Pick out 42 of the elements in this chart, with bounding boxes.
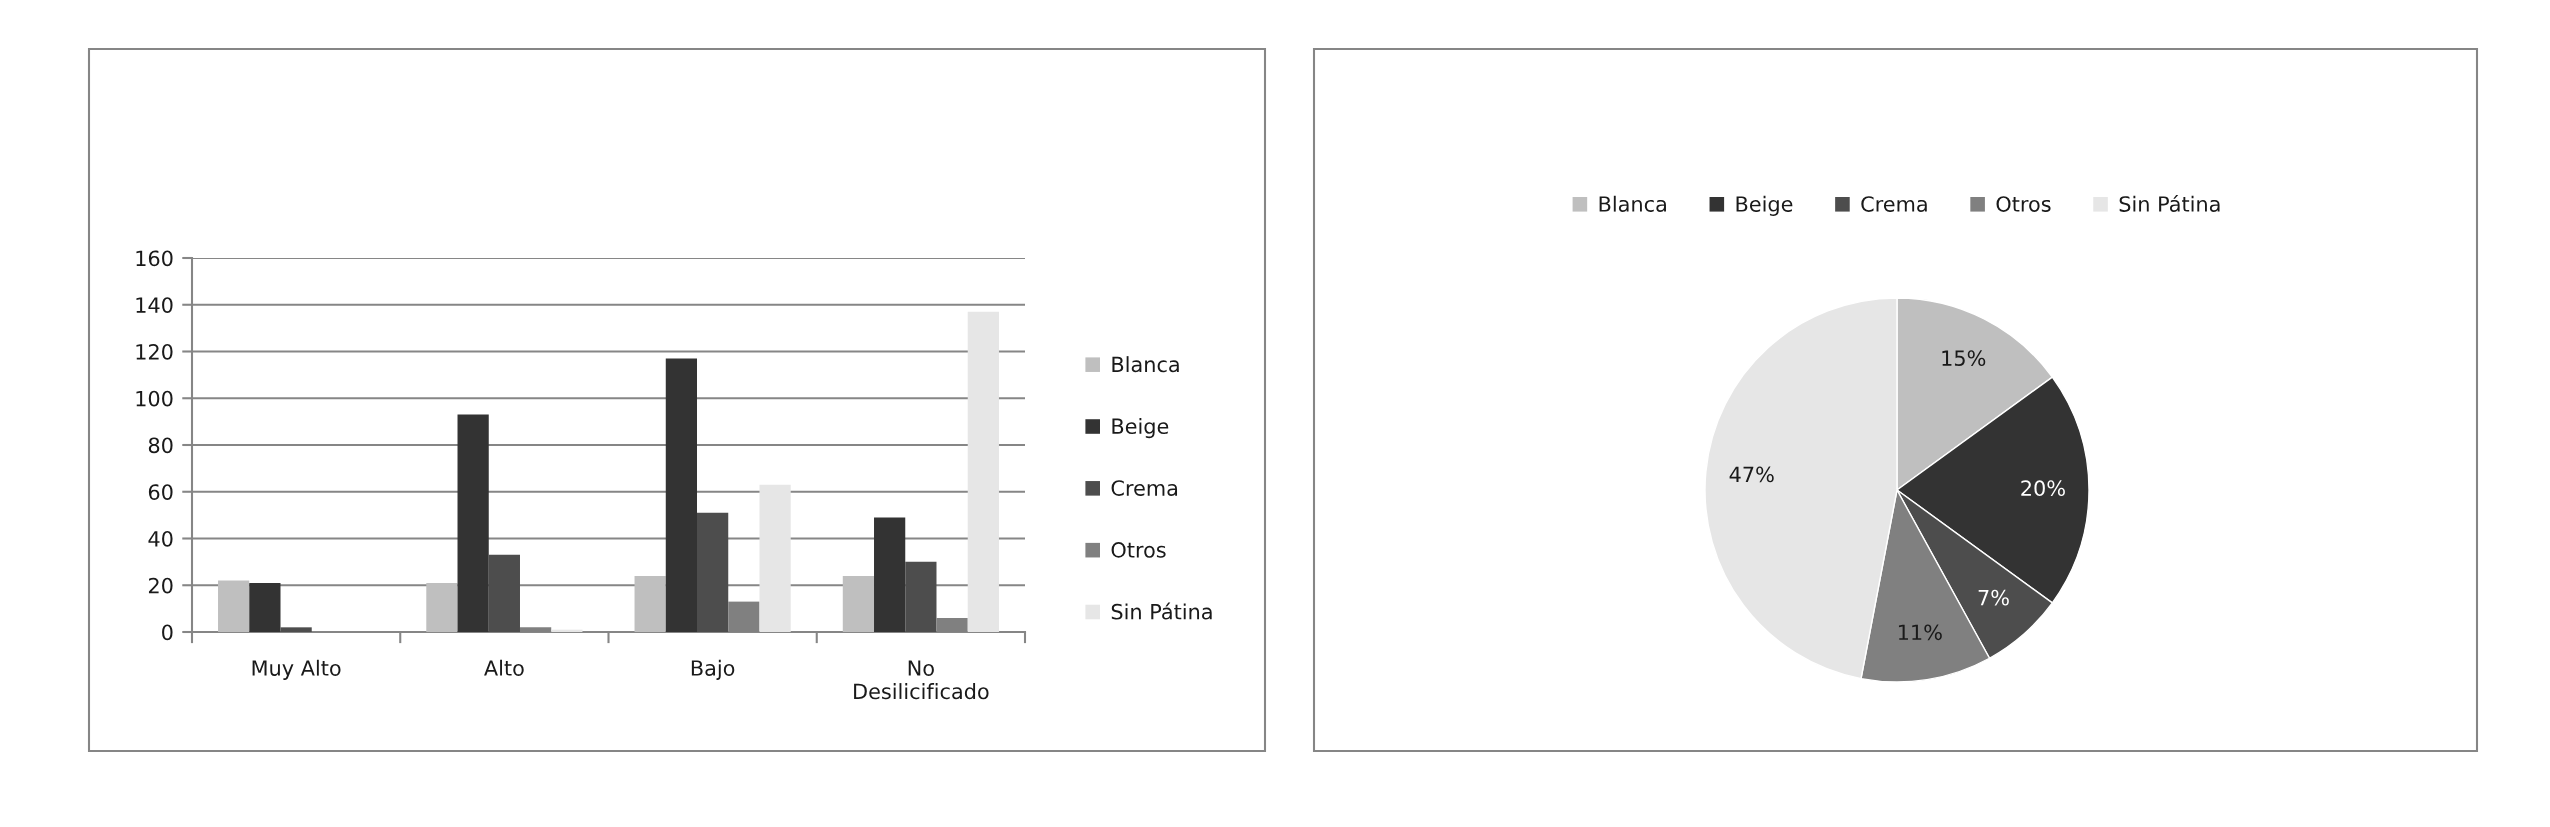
bar [967,311,999,632]
bar [697,512,729,632]
bar [426,582,458,632]
data-label: 20% [2021,480,2065,497]
bar [249,582,281,632]
data-label: 15% [1942,350,1986,367]
y-tick-label: 60 [148,484,173,500]
legend-label: Sin Pátina [1111,602,1212,620]
bar [218,580,250,632]
bar [842,575,875,632]
bar [488,554,520,632]
legend-label: Beige [1736,195,1793,216]
legend-label: Blanca [1599,195,1666,212]
bar [905,561,937,632]
bar [634,575,666,632]
bar [759,484,791,632]
legend-label: Crema [1861,196,1927,212]
legend-label: Beige [1112,417,1169,439]
x-tick-label: Muy Alto [252,659,341,680]
y-tick-label: 0 [162,624,173,641]
y-tick-label: 40 [148,530,173,547]
bar [280,627,312,632]
x-tick-label: Bajo [691,659,735,680]
data-label: 47% [1729,466,1774,483]
legend-label: Crema [1111,480,1178,496]
y-tick-label: 80 [148,437,173,454]
y-tick-label: 140 [136,297,173,313]
legend-label: Blanca [1112,356,1179,373]
y-tick-label: 120 [136,343,173,360]
y-tick-label: 20 [148,577,173,594]
x-tick-label: Alto [484,659,524,676]
data-label: 7% [1978,589,2009,606]
legend-label: Otros [1996,196,2051,212]
bar [457,414,489,632]
data-label: 11% [1898,624,1942,641]
legend-label: Otros [1111,542,1166,558]
legend-label: Sin Pátina [2119,194,2220,212]
bar [874,517,906,632]
bar [665,358,698,632]
x-tick-label: No Desilicificado [854,660,989,700]
y-tick-label: 100 [136,390,173,407]
y-tick-label: 160 [136,250,173,267]
